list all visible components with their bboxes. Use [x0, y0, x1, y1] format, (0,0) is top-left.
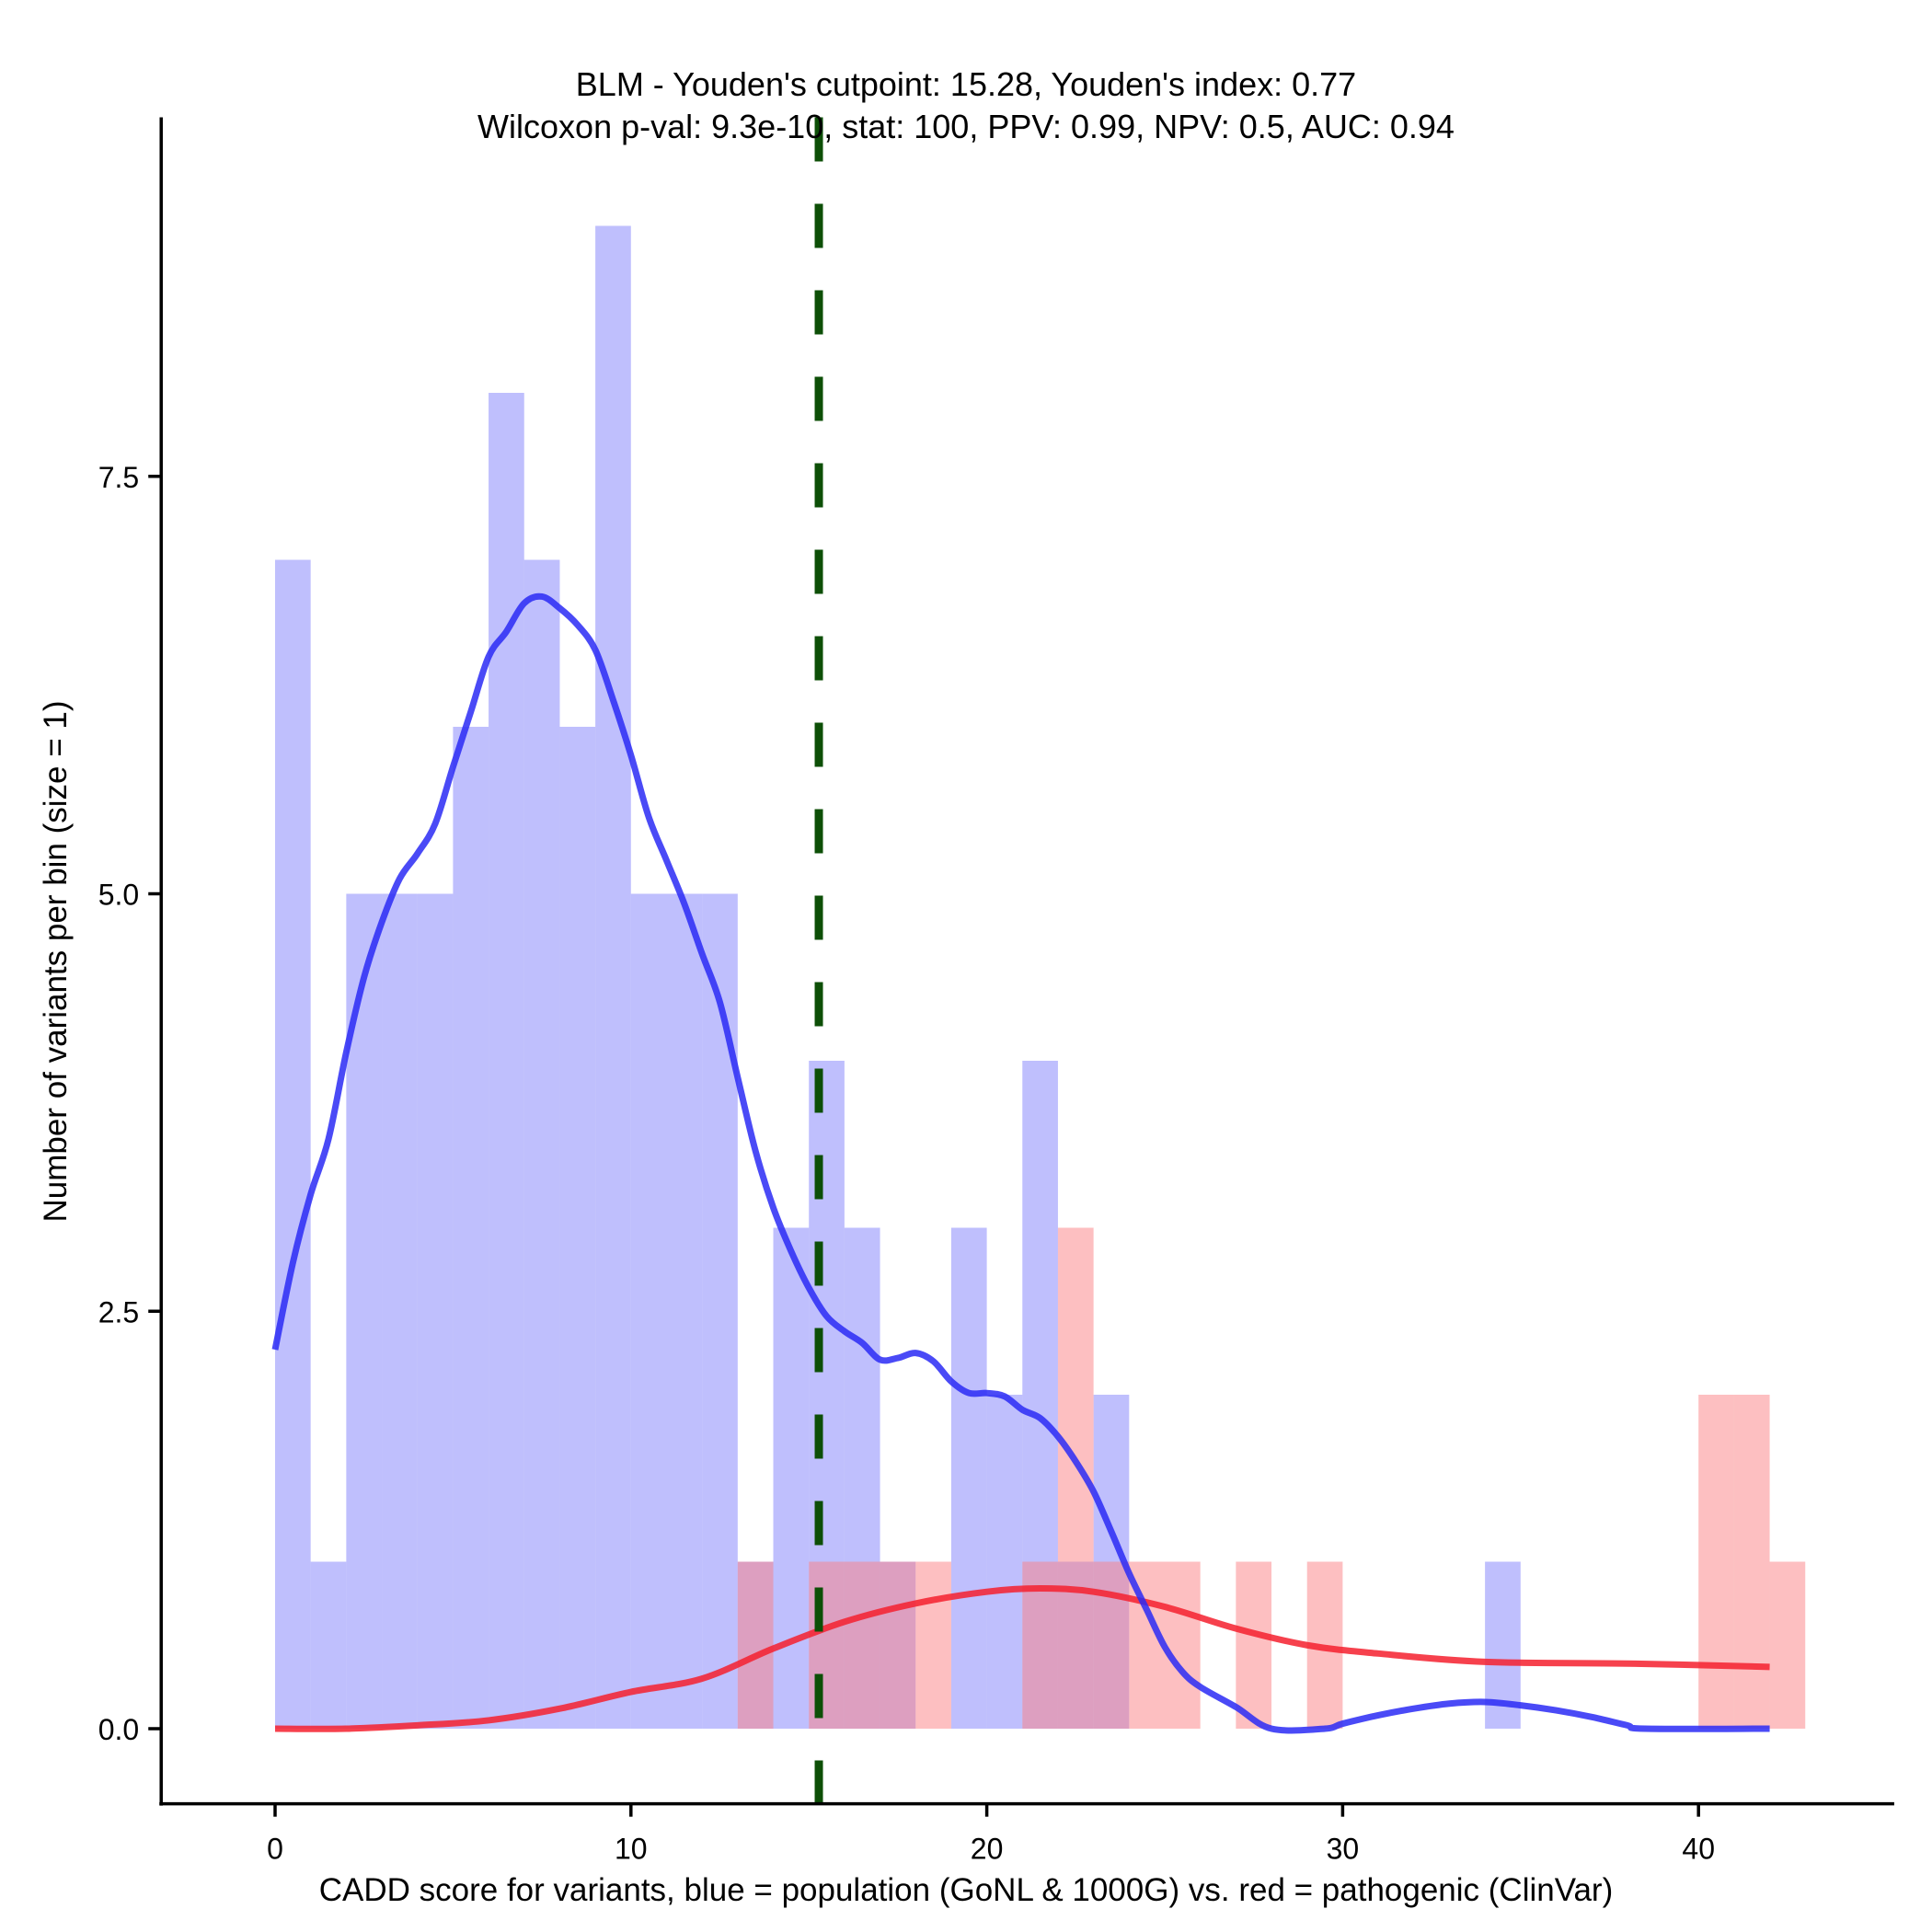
population-bar: [417, 893, 454, 1729]
x-tick-label: 20: [971, 1833, 1004, 1866]
pathogenic-bar: [1093, 1561, 1130, 1729]
x-ticks: 0 10 20 30 40: [267, 1803, 1715, 1866]
axes: 0 10 20 30 40 0.0 2.5 5.0 7.5: [98, 117, 1894, 1866]
pathogenic-bar: [1698, 1395, 1734, 1729]
chart-title-line-2: Wilcoxon p-val: 9.3e-10, stat: 100, PPV:…: [477, 108, 1455, 145]
y-tick-label: 2.5: [98, 1295, 139, 1328]
x-axis-title: CADD score for variants, blue = populati…: [319, 1872, 1614, 1908]
pathogenic-bar: [880, 1561, 916, 1729]
population-bar: [310, 1561, 347, 1729]
y-axis-title: Number of variants per bin (size = 1): [38, 700, 74, 1222]
population-bar: [275, 559, 311, 1729]
population-bar: [702, 893, 738, 1729]
population-bar: [523, 559, 560, 1729]
population-bar: [595, 225, 631, 1729]
population-bar: [773, 1227, 810, 1729]
population-bar: [453, 727, 489, 1729]
pathogenic-bar: [915, 1561, 951, 1729]
pathogenic-bar: [1769, 1561, 1806, 1729]
population-bar: [666, 893, 703, 1729]
population-bar: [986, 1395, 1023, 1729]
x-tick-label: 10: [615, 1833, 648, 1866]
population-bar: [559, 727, 596, 1729]
pathogenic-bar: [809, 1561, 845, 1729]
y-tick-label: 5.0: [98, 879, 139, 912]
pathogenic-density-line: [274, 1585, 1770, 1732]
y-ticks: 0.0 2.5 5.0 7.5: [98, 461, 162, 1746]
chart-title-line-1: BLM - Youden's cutpoint: 15.28, Youden's…: [576, 65, 1356, 103]
population-bar: [630, 893, 667, 1729]
pathogenic-bar: [1733, 1395, 1770, 1729]
x-tick-label: 0: [267, 1833, 283, 1866]
population-bar: [950, 1227, 987, 1729]
pathogenic-bar: [1165, 1561, 1201, 1729]
density-lines-layer: [271, 592, 1770, 1734]
pathogenic-bar: [1236, 1561, 1272, 1729]
y-tick-label: 0.0: [98, 1713, 139, 1746]
bars-layer: [275, 225, 1806, 1729]
y-tick-label: 7.5: [98, 461, 139, 494]
population-density-line: [271, 592, 1770, 1734]
x-tick-label: 40: [1682, 1833, 1715, 1866]
pathogenic-bar: [844, 1561, 880, 1729]
pathogenic-bar: [737, 1561, 774, 1729]
population-bar: [382, 893, 418, 1729]
x-tick-label: 30: [1327, 1833, 1360, 1866]
population-bar: [489, 393, 524, 1729]
